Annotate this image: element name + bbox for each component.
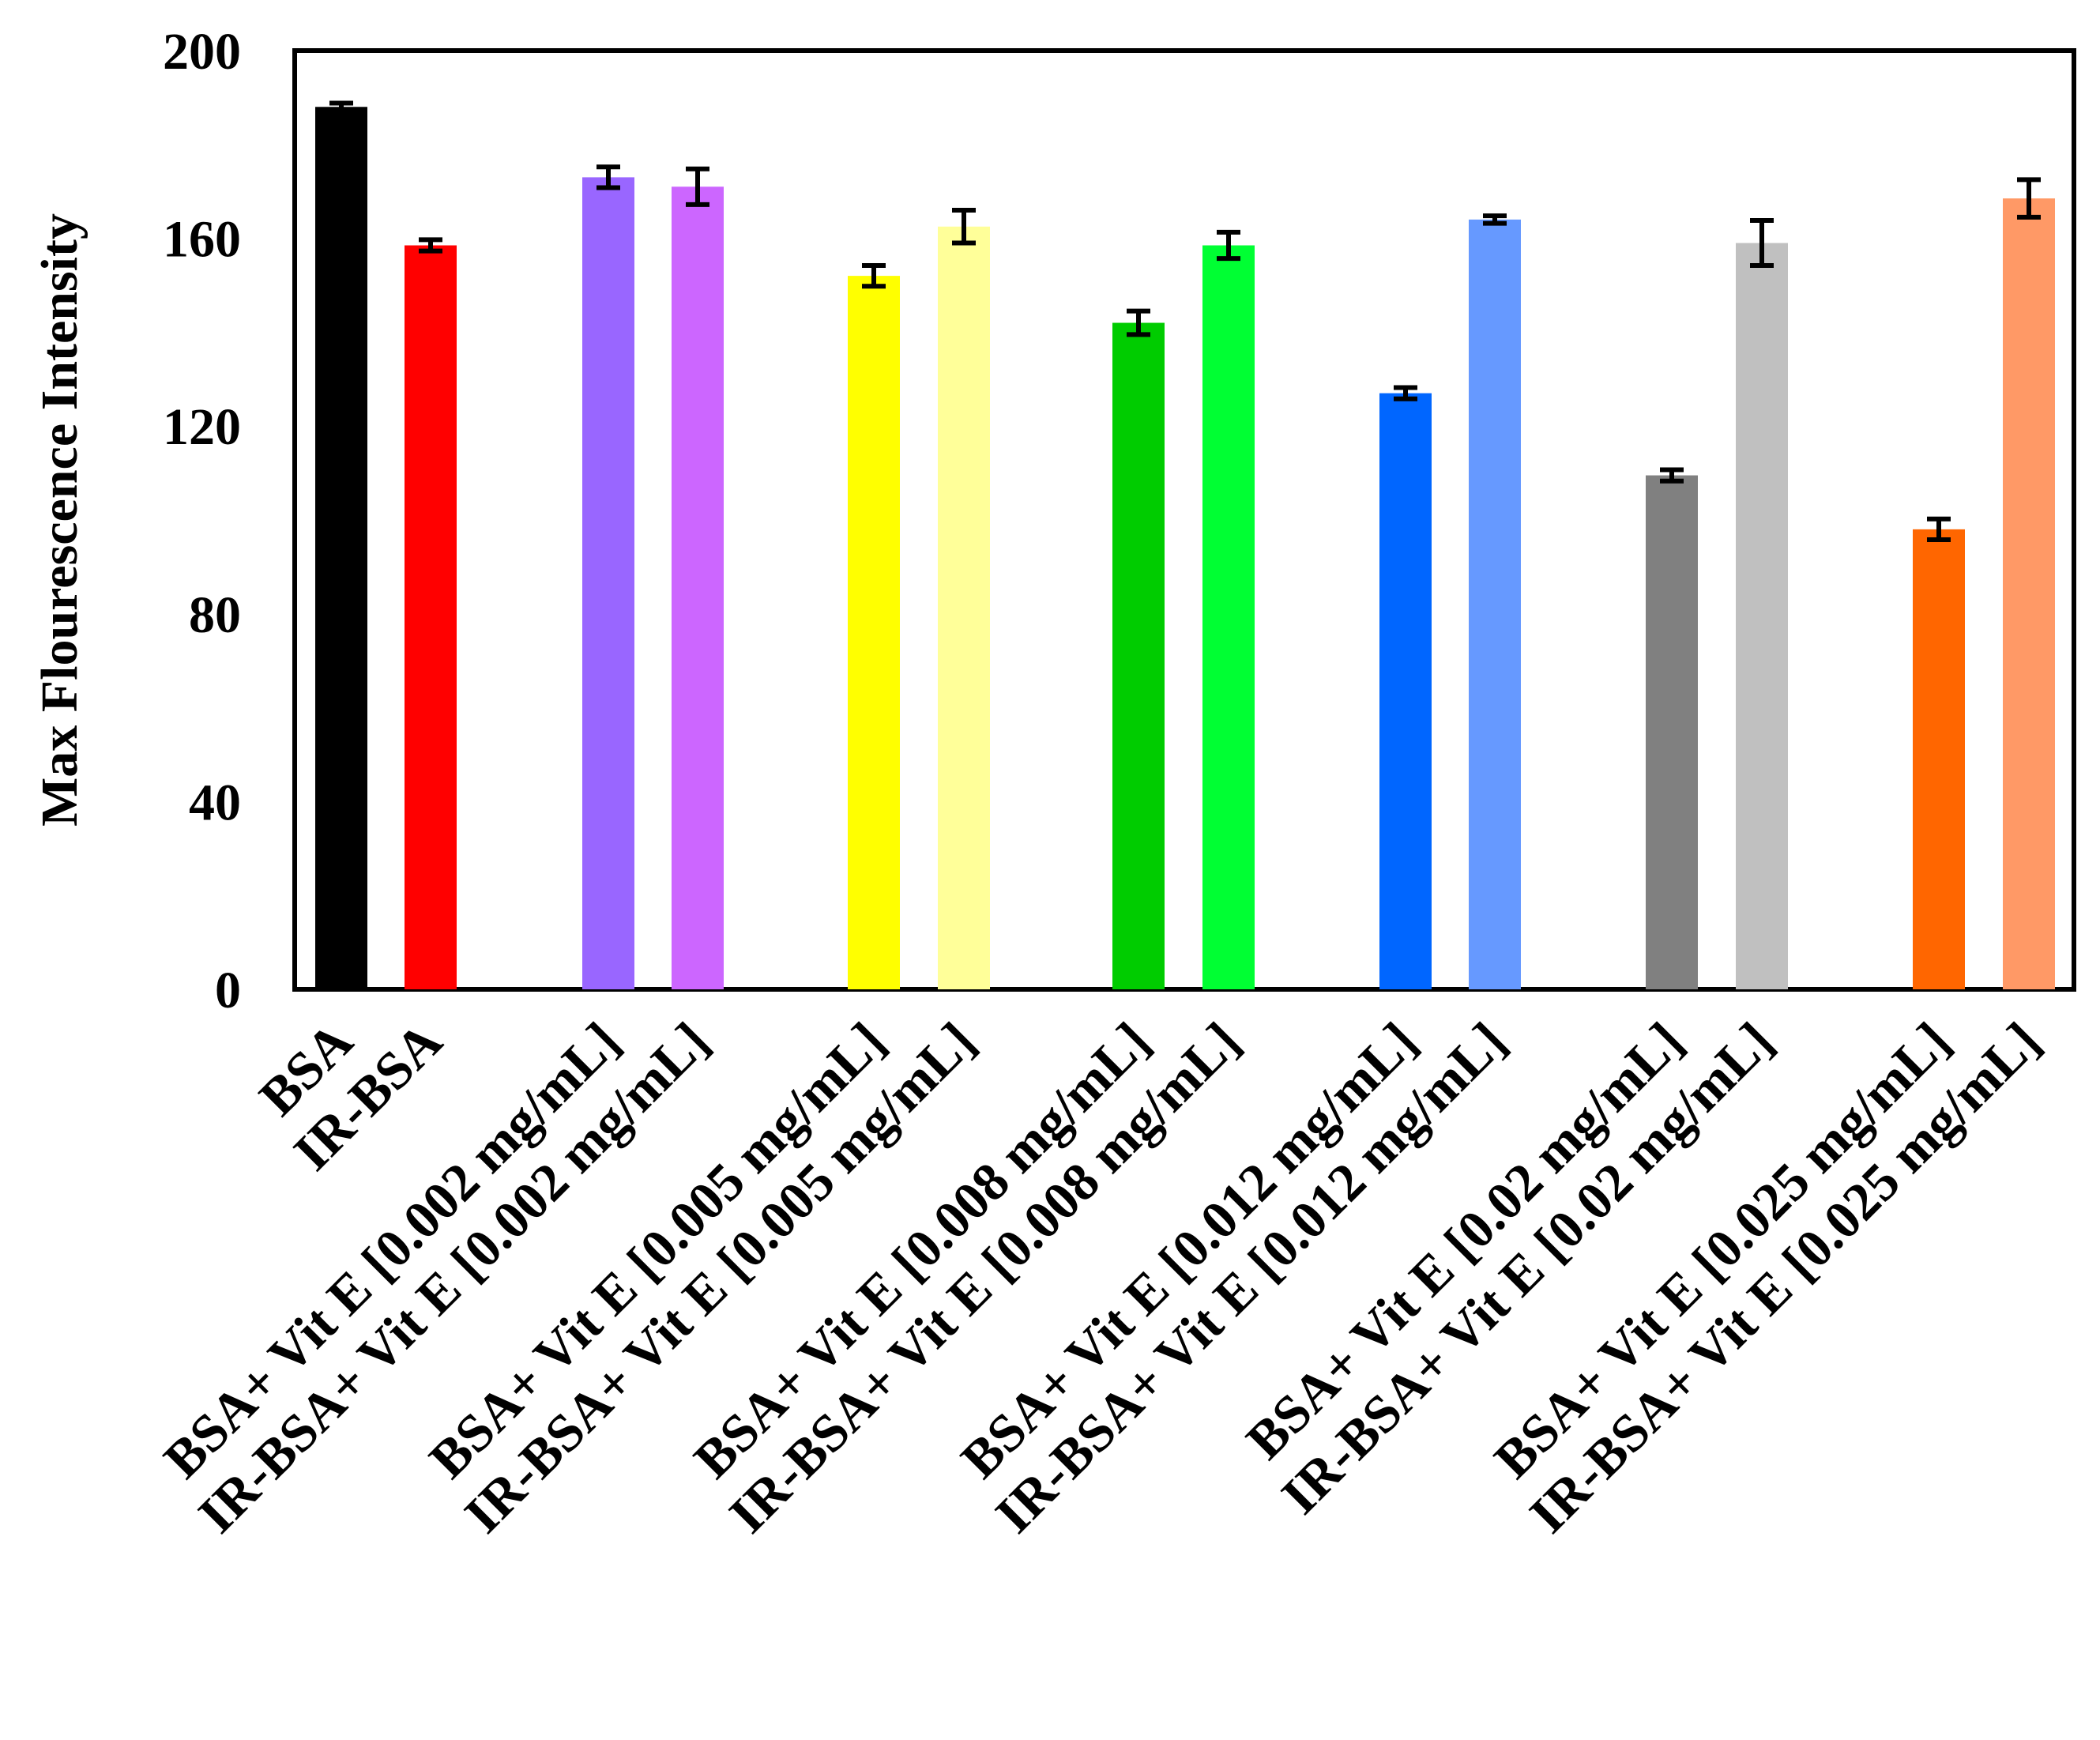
error-bar-ir-bsa-vit-e-0-002-mg-ml	[686, 166, 709, 207]
y-axis-ticks: 0 40 80 120 160 200	[163, 23, 241, 1019]
y-tick-label-40: 40	[189, 774, 241, 831]
bar-bsa	[315, 107, 367, 989]
bar-ir-bsa-vit-e-0-005-mg-ml	[938, 226, 990, 989]
error-bar-bsa-vit-e-0-02-mg-ml	[1660, 467, 1684, 484]
bar-bsa-vit-e-0-012-mg-ml	[1379, 393, 1432, 989]
bar-bsa-vit-e-0-005-mg-ml	[848, 276, 900, 989]
bar-ir-bsa-vit-e-0-02-mg-ml	[1736, 243, 1788, 989]
error-bar-bsa-vit-e-0-008-mg-ml	[1127, 308, 1150, 337]
error-bar-ir-bsa-vit-e-0-008-mg-ml	[1217, 229, 1240, 262]
y-tick-label-120: 120	[163, 398, 241, 456]
error-bar-bsa-vit-e-0-025-mg-ml	[1927, 516, 1951, 542]
error-bar-ir-bsa-vit-e-0-02-mg-ml	[1750, 218, 1774, 269]
y-tick-label-80: 80	[189, 586, 241, 644]
error-bar-ir-bsa-vit-e-0-012-mg-ml	[1483, 213, 1507, 226]
bar-ir-bsa	[405, 245, 457, 989]
bar-ir-bsa-vit-e-0-002-mg-ml	[672, 186, 724, 989]
y-axis-title: Max Flourescence Intensity	[31, 213, 88, 827]
error-bar-bsa	[329, 100, 353, 114]
bar-bsa-vit-e-0-002-mg-ml	[582, 177, 634, 989]
error-bar-bsa-vit-e-0-012-mg-ml	[1394, 385, 1417, 401]
y-tick-label-200: 200	[163, 23, 241, 81]
y-tick-label-160: 160	[163, 211, 241, 269]
error-bar-ir-bsa	[419, 237, 442, 254]
y-tick-label-0: 0	[215, 962, 241, 1019]
error-bar-ir-bsa-vit-e-0-025-mg-ml	[2017, 177, 2041, 220]
bar-ir-bsa-vit-e-0-008-mg-ml	[1202, 245, 1255, 989]
error-bar-ir-bsa-vit-e-0-005-mg-ml	[952, 207, 976, 246]
bars-layer	[315, 107, 2055, 990]
bar-ir-bsa-vit-e-0-025-mg-ml	[2003, 198, 2055, 990]
error-bar-bsa-vit-e-0-002-mg-ml	[597, 164, 620, 190]
bar-bsa-vit-e-0-02-mg-ml	[1646, 475, 1698, 989]
bar-ir-bsa-vit-e-0-012-mg-ml	[1469, 219, 1521, 990]
error-bar-bsa-vit-e-0-005-mg-ml	[862, 263, 886, 289]
error-bars-layer	[329, 100, 2041, 542]
plot-area-frame	[292, 48, 2076, 992]
bar-bsa-vit-e-0-008-mg-ml	[1112, 322, 1165, 989]
bar-bsa-vit-e-0-025-mg-ml	[1913, 529, 1965, 989]
